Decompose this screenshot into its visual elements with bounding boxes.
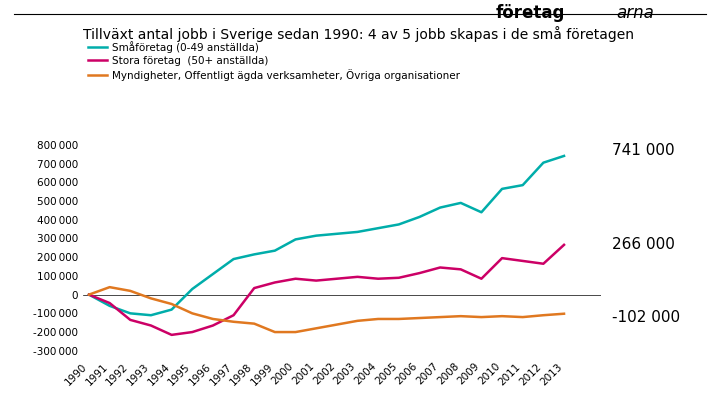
Text: Tillväxt antal jobb i Sverige sedan 1990: 4 av 5 jobb skapas i de små företagen: Tillväxt antal jobb i Sverige sedan 1990… [83,26,634,42]
Text: 266 000: 266 000 [611,237,675,252]
Text: företag: företag [495,4,564,22]
Legend: Småföretag (0-49 anställda), Stora företag  (50+ anställda), Myndigheter, Offent: Småföretag (0-49 anställda), Stora föret… [88,41,460,81]
Text: arna: arna [616,4,654,22]
Text: 741 000: 741 000 [611,143,674,158]
Text: 741 000: 741 000 [634,4,702,22]
Text: -102 000: -102 000 [611,310,680,325]
